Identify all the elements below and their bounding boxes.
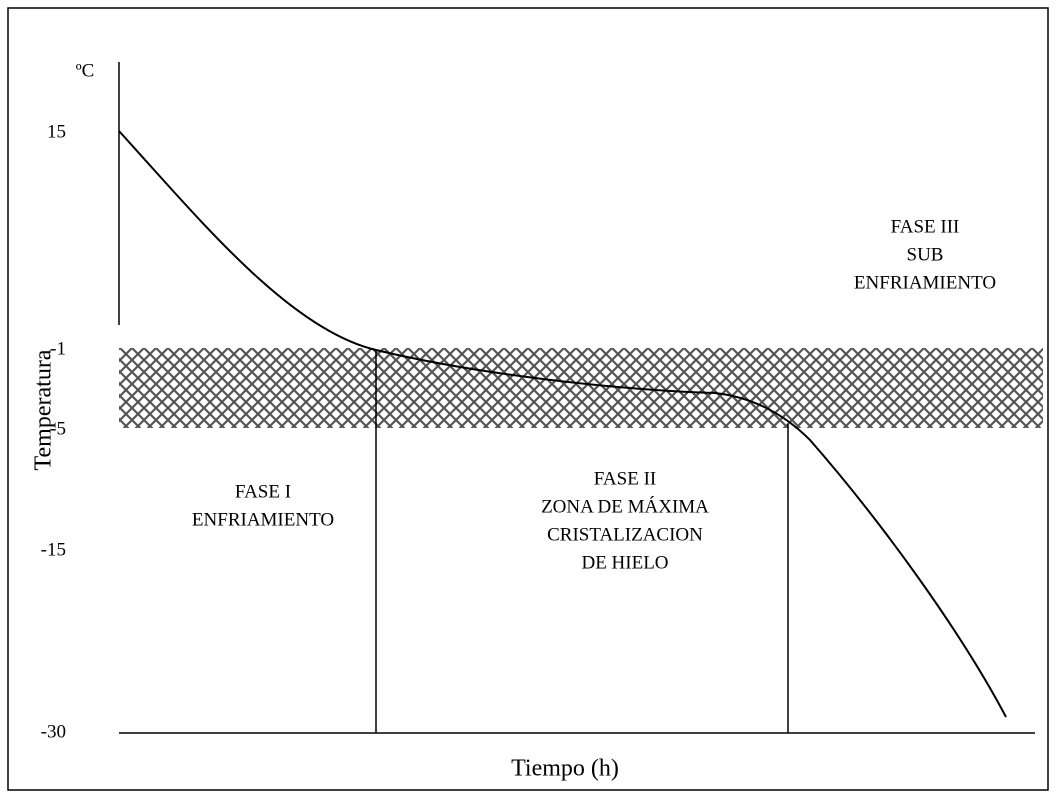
- y-tick-label: -15: [41, 539, 66, 560]
- y-axis-label: Temperatura: [31, 349, 57, 470]
- y-unit: ºC: [76, 60, 95, 81]
- phase-label: DE HIELO: [581, 552, 668, 573]
- phase-label: ZONA DE MÁXIMA: [541, 495, 709, 517]
- frame: [7, 7, 1049, 791]
- y-tick-label: -30: [41, 721, 66, 742]
- y-ticks: 15 -1 -5 -15 -30: [41, 121, 66, 742]
- crystallization-band: [119, 348, 1043, 428]
- y-tick-label: -1: [50, 338, 66, 359]
- phase-label: FASE III: [891, 216, 960, 237]
- phase-label: FASE II: [594, 468, 656, 489]
- phase-label: SUB: [907, 244, 944, 265]
- phase-label: ENFRIAMIENTO: [854, 272, 996, 293]
- y-tick-label: -5: [50, 418, 66, 439]
- phase-labels: FASE I ENFRIAMIENTO FASE II ZONA DE MÁXIMA C…: [192, 216, 996, 573]
- x-axis-label: Tiempo (h): [511, 756, 619, 782]
- phase-label: ENFRIAMIENTO: [192, 509, 334, 530]
- phase-label: FASE I: [235, 481, 291, 502]
- phase-label: CRISTALIZACION: [547, 524, 703, 545]
- y-tick-label: 15: [47, 121, 66, 142]
- freezing-curve: [118, 130, 1007, 718]
